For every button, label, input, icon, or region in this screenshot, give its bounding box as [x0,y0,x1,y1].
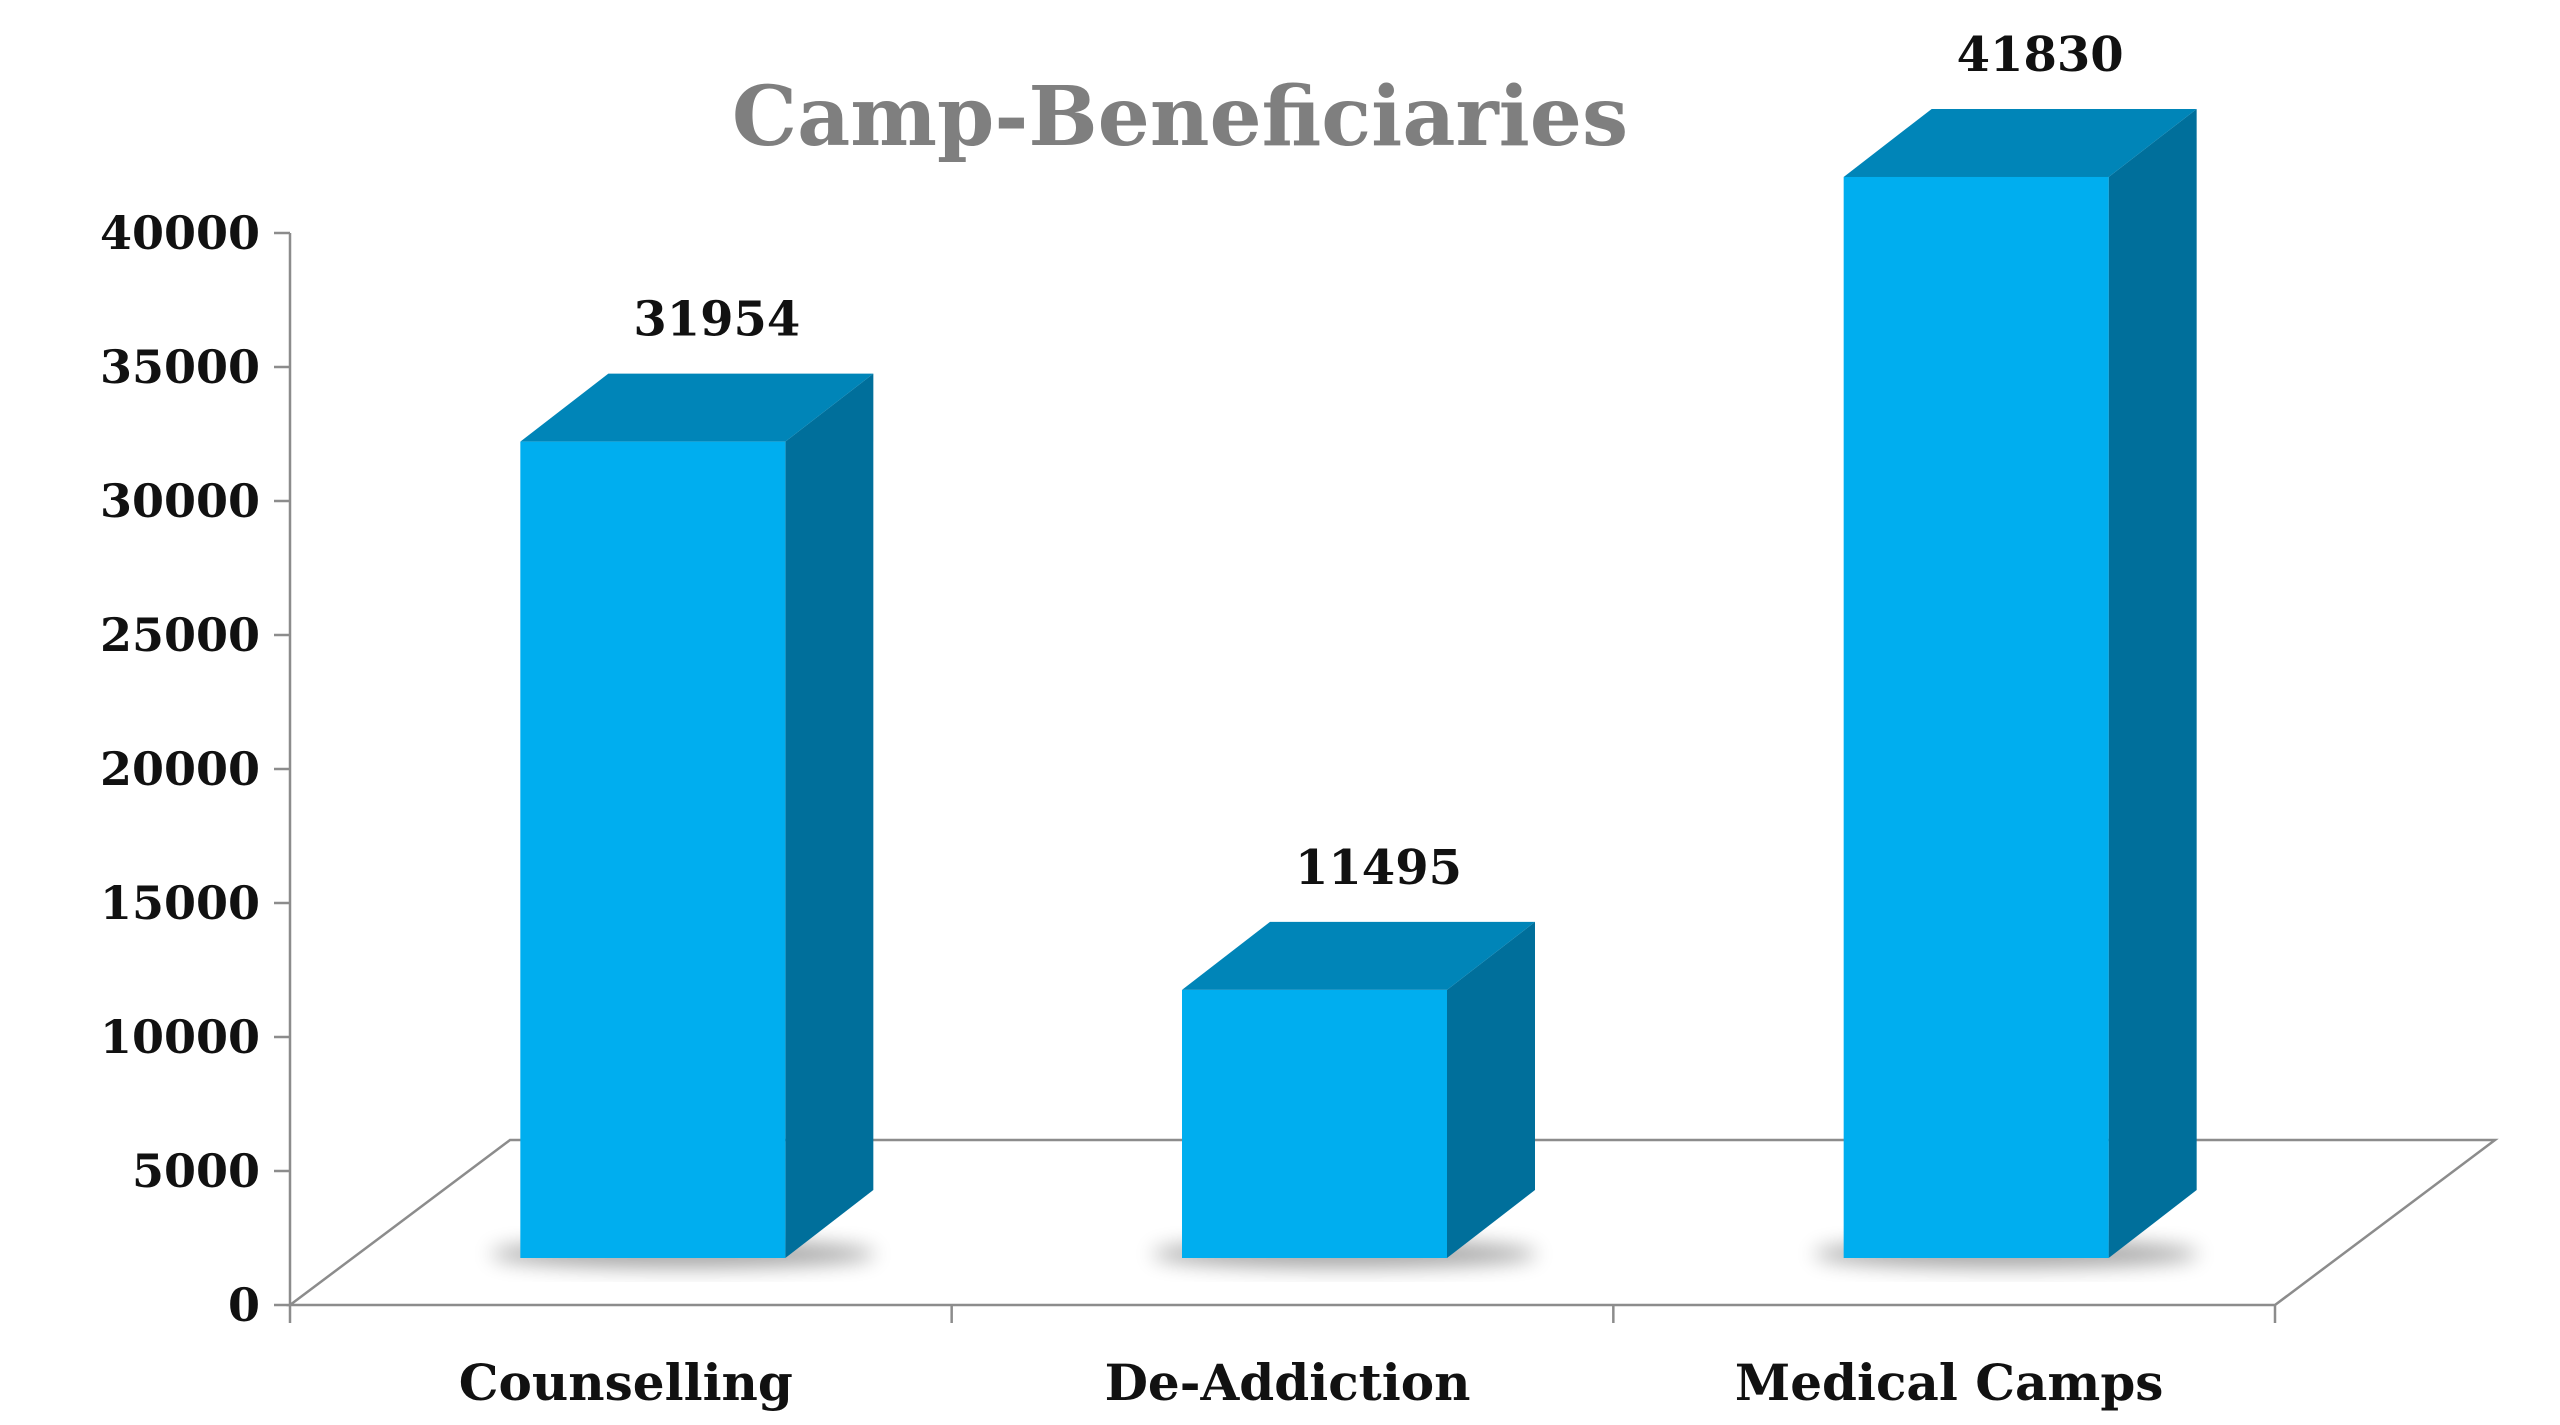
bar-side-face [2108,108,2197,1258]
y-tick-label: 0 [228,1278,260,1332]
bar-counselling [490,373,876,1268]
bar-side-face [785,373,874,1258]
y-tick-label: 5000 [132,1144,260,1198]
bars [490,108,2199,1268]
data-label: 41830 [1957,27,2124,83]
bar-front-face [1843,176,2109,1258]
x-axis: Counselling De-Addiction Medical Camps [288,1305,2277,1412]
chart-title: Camp-Beneficiaries [732,69,1628,165]
y-tick-label: 40000 [100,206,260,260]
y-tick-label: 15000 [100,876,260,930]
bar-medical-camps [1813,108,2199,1268]
bar-side-face [1447,921,1535,1258]
bar-front-face [1182,989,1447,1258]
bar-front-face [520,441,786,1258]
bar-top-face [520,373,874,442]
y-tick-label: 25000 [100,608,260,662]
data-label: 11495 [1295,840,1462,896]
y-tick-label: 10000 [100,1010,260,1064]
y-tick-label: 35000 [100,340,260,394]
x-tick-label: Counselling [459,1353,793,1412]
y-axis: 0 5000 10000 15000 20000 25000 30000 35000 40000 [100,206,292,1332]
bar-top-face [1843,108,2197,177]
x-tick-label: Medical Camps [1735,1353,2164,1412]
bar-de-addiction [1152,921,1537,1268]
data-labels: 31954 11495 41830 [633,27,2123,896]
y-tick-label: 30000 [100,474,260,528]
bar-top-face [1182,921,1535,990]
x-tick-label: De-Addiction [1105,1353,1471,1412]
y-tick-label: 20000 [100,742,260,796]
data-label: 31954 [633,292,800,348]
